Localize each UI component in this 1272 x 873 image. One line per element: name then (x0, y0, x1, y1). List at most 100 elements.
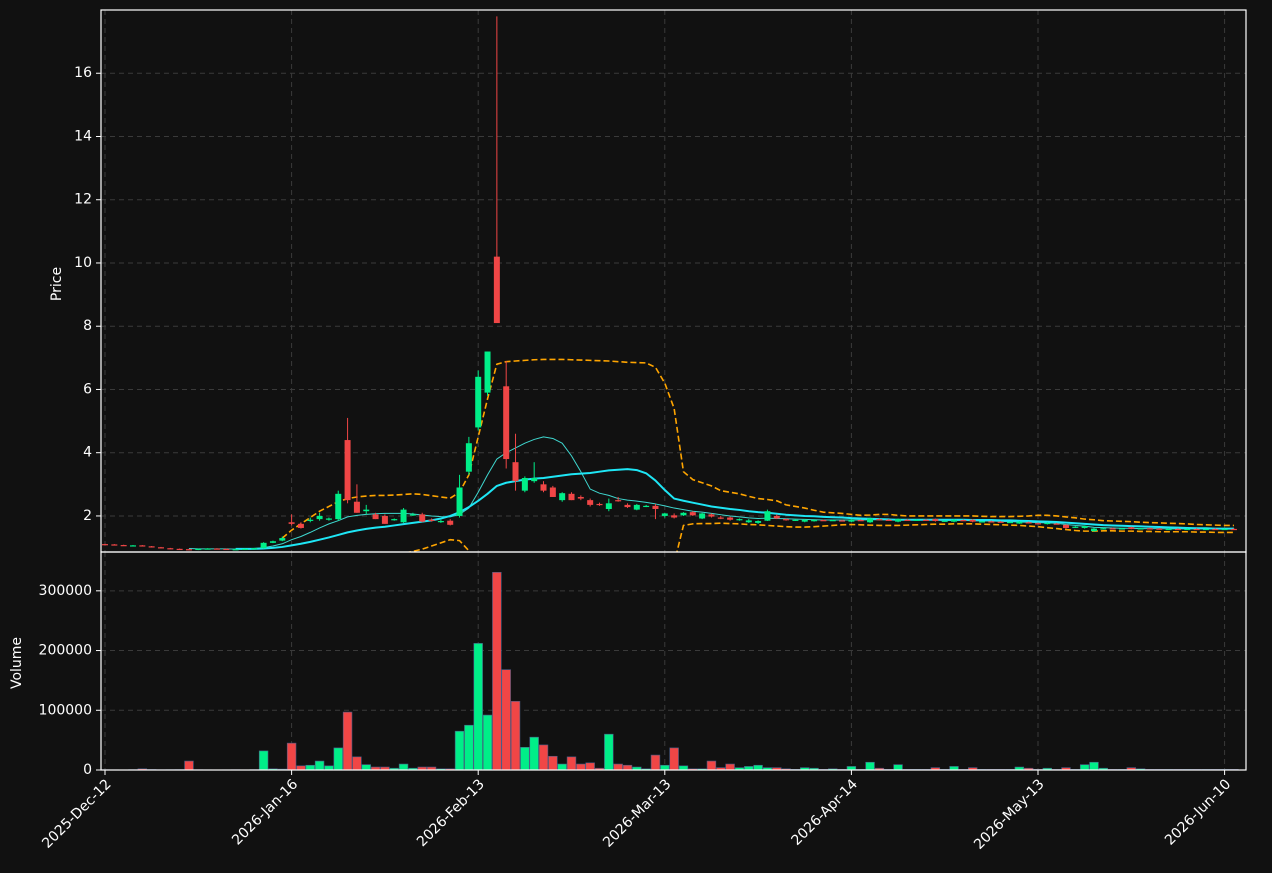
candle-body (997, 521, 1004, 523)
candle-body (848, 519, 855, 522)
volume-bar (286, 742, 297, 771)
candle-body (437, 521, 444, 523)
volume-bar (1079, 764, 1090, 771)
candle-body (1174, 528, 1181, 531)
candle-body (307, 519, 314, 521)
candle-body (102, 544, 108, 546)
candle-body (1128, 527, 1135, 529)
candle-body (195, 548, 202, 551)
candle-body (241, 548, 248, 551)
volume-bar (492, 572, 502, 771)
volume-bar (529, 736, 539, 771)
line-series (405, 522, 1234, 552)
candle-body (755, 521, 762, 523)
candle-body (568, 493, 575, 501)
candle-body (839, 520, 846, 522)
candle-body (400, 509, 407, 523)
volume-bar (566, 756, 577, 771)
volume-bar (324, 765, 334, 771)
candle-body (913, 519, 920, 521)
volume-bar (398, 763, 409, 771)
volume-bar (538, 744, 549, 771)
candle-body (745, 520, 752, 523)
candle-body (727, 517, 734, 520)
y-tick-label: 6 (83, 381, 92, 397)
candle-body (717, 517, 724, 519)
candle-body (1230, 528, 1237, 531)
volume-bar (305, 764, 315, 771)
candle-body (391, 519, 398, 521)
candle-body (960, 520, 967, 522)
candle-body (1109, 528, 1116, 530)
volume-bar (650, 754, 661, 771)
candle-body (428, 519, 435, 521)
candle-body (549, 487, 556, 497)
candle-body (1165, 528, 1172, 531)
candle-body (484, 351, 491, 393)
volume-bar (613, 763, 623, 771)
volume-bar (576, 763, 586, 771)
volume-bar (184, 760, 194, 771)
candle-body (288, 522, 295, 524)
candle-body (979, 521, 986, 523)
candle-body (643, 505, 650, 508)
volume-bar (753, 764, 763, 771)
volume-bar (473, 643, 483, 771)
candle-body (120, 545, 127, 547)
volume-bar (660, 764, 670, 771)
candle-body (904, 519, 911, 521)
candle-body (671, 515, 678, 518)
candle-body (941, 520, 948, 522)
candle-body (204, 548, 211, 550)
y-tick-label: 10 (74, 255, 92, 271)
candle-body (353, 501, 360, 513)
candle-body (633, 504, 640, 510)
candle-body (223, 548, 230, 551)
candle-body (1100, 528, 1107, 530)
candle-body (792, 519, 799, 521)
volume-bar (1089, 761, 1099, 771)
candle-body (251, 548, 258, 550)
candle-body (885, 519, 892, 521)
volume-bar (893, 764, 903, 771)
candle-body (596, 503, 603, 506)
volume-bar (706, 760, 717, 771)
candle-body (1137, 528, 1144, 530)
candle-body (447, 520, 454, 525)
candle-body (232, 549, 239, 551)
candle-body (139, 545, 146, 547)
candle-body (923, 519, 930, 521)
y-axis-label: Volume (9, 637, 25, 689)
candle-body (1025, 522, 1032, 524)
candle-body (605, 503, 612, 509)
candle-body (1035, 523, 1041, 525)
candle-body (764, 511, 771, 521)
candle-body (325, 518, 332, 520)
candle-body (456, 487, 463, 516)
candle-body (932, 519, 939, 522)
candle-body (1081, 526, 1088, 528)
candle-body (521, 478, 528, 491)
candle-body (409, 514, 416, 516)
y-axis-label: Price (49, 267, 65, 301)
y-tick-label: 200000 (39, 643, 92, 659)
volume-bar (333, 747, 343, 771)
candle-body (708, 514, 715, 517)
volume-bar (604, 733, 614, 771)
volume-bar (482, 714, 493, 771)
candle-body (1146, 528, 1153, 530)
volume-bar (361, 764, 371, 771)
y-tick-label: 16 (74, 65, 92, 81)
price-plot-area (101, 10, 1246, 552)
candle-body (260, 542, 267, 549)
volume-bar (678, 765, 689, 771)
candle-body (811, 520, 818, 522)
volume-bar (258, 750, 269, 771)
volume-bar (510, 701, 521, 771)
price-plot (102, 16, 1237, 552)
y-tick-label: 8 (83, 318, 92, 334)
candle-body (1118, 528, 1125, 530)
candle-body (951, 519, 958, 522)
candle-body (185, 549, 192, 551)
volume-bar (557, 763, 567, 771)
